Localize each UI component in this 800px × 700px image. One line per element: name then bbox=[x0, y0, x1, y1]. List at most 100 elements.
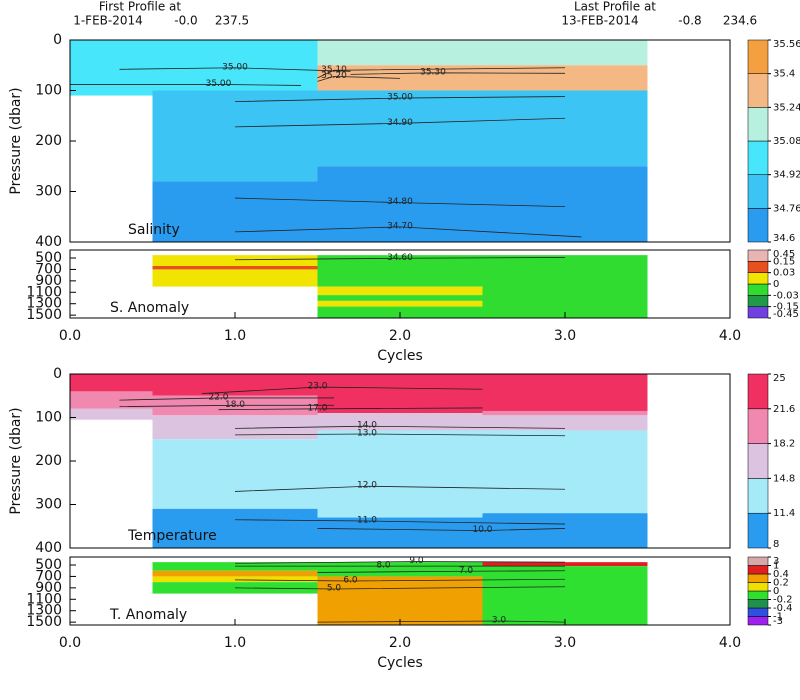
contour-label: 35.20 bbox=[321, 71, 347, 81]
colorbar-label: 21.6 bbox=[773, 404, 795, 415]
colorbar-label: 18.2 bbox=[773, 439, 795, 450]
colorbar-swatch bbox=[747, 73, 769, 108]
panel-label: S. Anomaly bbox=[110, 300, 189, 316]
heat-cell bbox=[152, 269, 318, 287]
colorbar-label: 0.15 bbox=[773, 256, 795, 267]
heat-cell bbox=[317, 576, 483, 625]
contour-label: 11.0 bbox=[357, 516, 377, 526]
colorbar-label: 35.4 bbox=[773, 69, 795, 80]
colorbar-swatch bbox=[747, 295, 769, 307]
contour-line bbox=[119, 67, 351, 72]
heat-cell bbox=[317, 430, 483, 518]
colorbar-label: 34.76 bbox=[773, 203, 800, 214]
first-profile-lat: -0.0 bbox=[174, 14, 197, 28]
colorbar-swatch bbox=[747, 599, 769, 609]
y-tick-label: 900 bbox=[35, 273, 62, 289]
x-tick-label: 1.0 bbox=[224, 635, 246, 651]
contour-line bbox=[119, 397, 334, 401]
heat-cell bbox=[152, 255, 318, 266]
colorbar-label: 0.2 bbox=[773, 578, 789, 589]
contour-label: 35.00 bbox=[206, 79, 232, 89]
colorbar-swatch bbox=[747, 249, 769, 262]
colorbar-swatch bbox=[747, 373, 769, 410]
colorbar-label: 8 bbox=[773, 539, 779, 550]
heat-cell bbox=[482, 430, 648, 514]
x-tick-label: 1.0 bbox=[224, 328, 246, 344]
heat-cell bbox=[152, 40, 318, 91]
contour-line bbox=[317, 75, 401, 82]
colorbar-label: 35.24 bbox=[773, 102, 800, 113]
contour-line bbox=[350, 72, 566, 75]
heat-cell bbox=[152, 439, 318, 509]
x-axis-label: Cycles bbox=[377, 348, 423, 364]
y-tick-label: 400 bbox=[35, 540, 62, 556]
colorbar-swatch bbox=[747, 174, 769, 209]
contour-label: 23.0 bbox=[307, 382, 327, 392]
contour-label: 5.0 bbox=[327, 584, 342, 594]
colorbar-label: 0.4 bbox=[773, 569, 789, 580]
colorbar-label: 35.08 bbox=[773, 136, 800, 147]
plot-area: 23.0 22.018.0 17.0 14.013.0 12.0 11.0 10.0 bbox=[70, 374, 648, 548]
contour-label: 35.30 bbox=[420, 67, 446, 77]
heat-cell bbox=[482, 255, 648, 318]
contour-label: 7.0 bbox=[459, 566, 474, 576]
first-profile-title: First Profile at bbox=[99, 0, 182, 14]
heat-cell bbox=[317, 255, 483, 287]
contour-line bbox=[234, 117, 566, 128]
contour-line bbox=[317, 67, 566, 79]
contour-label: 35.00 bbox=[387, 93, 413, 103]
x-tick-label: 3.0 bbox=[554, 328, 576, 344]
heat-cell bbox=[482, 65, 648, 91]
colorbar-swatch bbox=[747, 582, 769, 592]
colorbar-label: -3 bbox=[773, 616, 783, 627]
x-tick-label: 2.0 bbox=[389, 328, 411, 344]
heat-cell bbox=[317, 40, 483, 66]
y-tick-label: 700 bbox=[35, 568, 62, 584]
y-axis-label: Pressure (dbar) bbox=[8, 87, 24, 194]
contour-line bbox=[218, 407, 483, 411]
contour-line bbox=[234, 561, 566, 564]
contour-label: 17.0 bbox=[307, 403, 327, 413]
colorbar-label: -0.45 bbox=[773, 309, 799, 320]
x-axis-label: Cycles bbox=[377, 655, 423, 671]
first-profile-date: 1-FEB-2014 bbox=[73, 14, 143, 28]
colorbar-label: -0.2 bbox=[773, 595, 793, 606]
last-profile-date: 13-FEB-2014 bbox=[561, 14, 638, 28]
y-tick-label: 1300 bbox=[26, 603, 62, 619]
colorbar-swatch bbox=[747, 607, 769, 617]
heat-cell bbox=[317, 374, 483, 414]
colorbar-label: 34.6 bbox=[773, 233, 795, 244]
first-profile-lon: 237.5 bbox=[215, 14, 249, 28]
colorbar-label: -0.03 bbox=[773, 290, 799, 301]
contour-label: 35.10 bbox=[321, 65, 347, 75]
contour-line bbox=[234, 425, 566, 429]
y-tick-label: 700 bbox=[35, 261, 62, 277]
contour-line bbox=[234, 586, 566, 590]
y-tick-label: 200 bbox=[35, 453, 62, 469]
colorbar-swatch bbox=[747, 283, 769, 296]
colorbar-label: 14.8 bbox=[773, 473, 795, 484]
contour-label: 9.0 bbox=[409, 556, 424, 566]
contour-line bbox=[234, 433, 566, 437]
colorbar-swatch bbox=[747, 590, 769, 600]
y-tick-label: 900 bbox=[35, 580, 62, 596]
heat-cell bbox=[482, 90, 648, 167]
contour-label: 34.80 bbox=[387, 197, 413, 207]
heat-cell bbox=[152, 90, 318, 182]
contour-line bbox=[317, 528, 566, 532]
heat-cell bbox=[482, 410, 648, 416]
y-tick-label: 500 bbox=[35, 250, 62, 266]
colorbar-swatch bbox=[747, 408, 769, 444]
contour-label: 18.0 bbox=[225, 400, 245, 410]
colorbar-swatch bbox=[747, 443, 769, 479]
colorbar-swatch bbox=[747, 140, 769, 175]
x-tick-label: 4.0 bbox=[719, 328, 741, 344]
heat-cell bbox=[152, 570, 318, 577]
colorbar-label: -0.4 bbox=[773, 603, 793, 614]
heat-cell bbox=[70, 40, 153, 96]
heat-cell bbox=[317, 90, 483, 167]
colorbar-label: -1 bbox=[773, 612, 783, 623]
contour-line bbox=[234, 226, 582, 238]
last-profile-title: Last Profile at bbox=[574, 0, 656, 14]
